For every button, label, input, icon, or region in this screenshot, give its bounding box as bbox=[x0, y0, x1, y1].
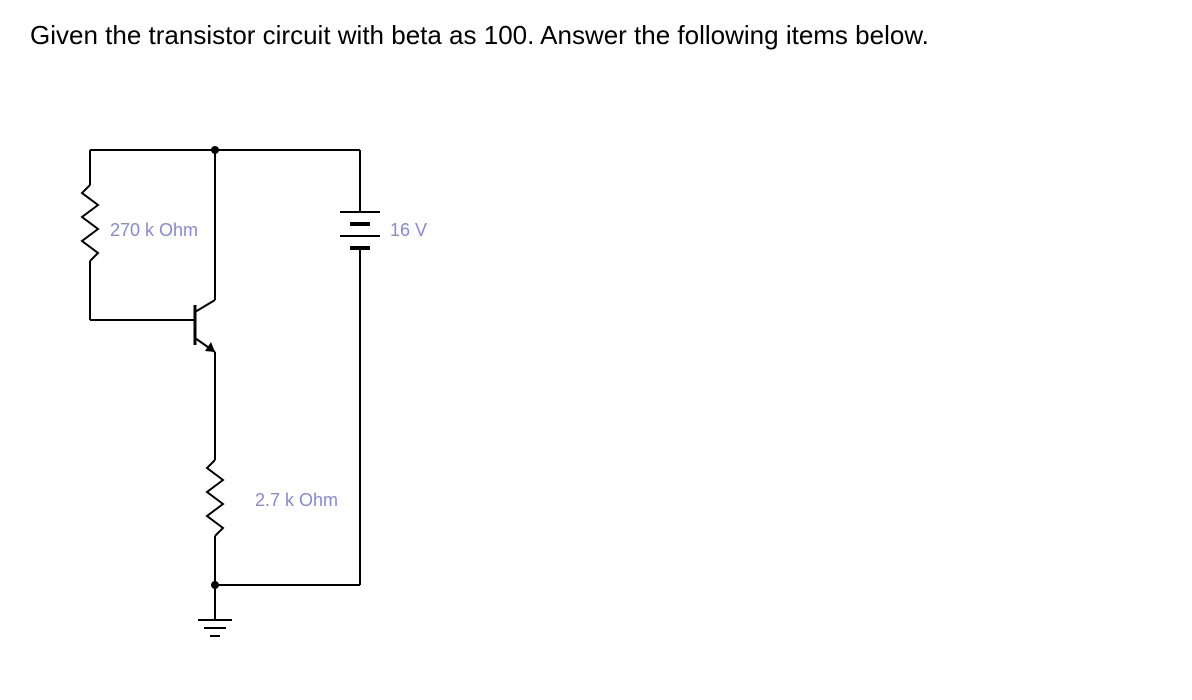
circuit-diagram: 270 k Ohm 2.7 k Ohm 16 V bbox=[70, 120, 470, 680]
resistor2-label: 2.7 k Ohm bbox=[255, 490, 338, 511]
circuit-svg bbox=[70, 120, 470, 680]
resistor1-label: 270 k Ohm bbox=[110, 220, 198, 241]
voltage-source-label: 16 V bbox=[390, 220, 427, 241]
prompt-text: Given the transistor circuit with beta a… bbox=[30, 20, 929, 51]
